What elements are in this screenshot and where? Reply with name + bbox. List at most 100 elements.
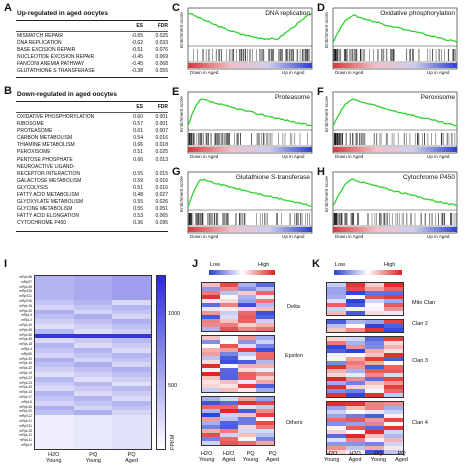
heatmap-cell [35, 371, 74, 377]
pathway-name: CYTOCHROME P450 [17, 220, 67, 227]
heatmap-cell [256, 380, 274, 384]
heatmap-row [327, 414, 403, 418]
heatmap-row [202, 397, 274, 401]
heatmap-cell [73, 295, 113, 300]
panel-a-table: ES FDR [17, 23, 168, 30]
fdr-value: 0.016 [155, 135, 168, 142]
rank-gradient [188, 63, 312, 68]
heatmap-row [35, 280, 152, 286]
fdr-value: 0.065 [155, 213, 168, 220]
heatmap-cell [73, 290, 113, 296]
gene-label: mRpL16 [19, 361, 32, 366]
heatmap-cell [346, 291, 365, 295]
rank-gradient [333, 63, 457, 68]
heatmap-cell [35, 343, 74, 348]
heatmap-cell [35, 309, 74, 315]
heatmap-cell [73, 395, 113, 401]
gene-label: mRpL15 [19, 303, 32, 308]
heatmap-cell [112, 434, 152, 440]
heatmap-row [35, 295, 152, 300]
heatmap-cell [220, 336, 238, 340]
heatmap-cell [327, 377, 346, 381]
heatmap-row [327, 341, 403, 345]
heatmap-cell [346, 287, 365, 291]
heatmap-cell [73, 400, 113, 406]
heatmap-block [326, 282, 404, 316]
heatmap-cell [73, 333, 113, 339]
heatmap-cell [256, 299, 274, 303]
heatmap-cell [238, 413, 256, 417]
heatmap-cell [384, 299, 403, 303]
low-label: Low [335, 262, 346, 268]
panel-label: E [172, 86, 180, 98]
heatmap-cell [346, 353, 365, 357]
heatmap-cell [220, 437, 238, 441]
heatmap-cell [384, 369, 403, 373]
heatmap-row [35, 338, 152, 344]
heatmap-row [35, 276, 152, 281]
heatmap-cell [220, 368, 238, 372]
y-axis-label: Enrichment score [324, 96, 329, 132]
heatmap-cell [238, 344, 256, 348]
heatmap-row [327, 328, 403, 332]
heatmap-cell [35, 362, 74, 368]
heatmap-cell [365, 410, 384, 414]
heatmap-cell [35, 381, 74, 387]
heatmap-cell [202, 417, 220, 421]
heatmap-cell [35, 367, 74, 372]
table-row: BASE EXCISION REPAIR -0.51 0.076 [17, 47, 168, 54]
heatmap-cell [327, 410, 346, 414]
heatmap-row [35, 362, 152, 368]
y-axis-label: Enrichment score [324, 176, 329, 212]
heatmap-cell [238, 360, 256, 364]
heatmap-cell [35, 352, 74, 358]
es-value: 0.57 [133, 121, 143, 128]
heatmap-block [201, 282, 275, 332]
heatmap-cell [220, 376, 238, 380]
heatmap-row [202, 417, 274, 421]
heatmap-cell [238, 319, 256, 323]
heatmap-cell [365, 389, 384, 393]
plot-frame [332, 171, 458, 234]
heatmap-cell [238, 287, 256, 291]
heatmap-cell [384, 287, 403, 291]
panel-label: H [317, 166, 325, 178]
heatmap-row [35, 290, 152, 296]
heatmap-cell [327, 337, 346, 341]
heatmap-row [35, 371, 152, 377]
panel-a-label: A [4, 2, 12, 14]
fdr-value: 0.016 [155, 177, 168, 184]
heatmap-row [327, 353, 403, 357]
heatmap-cell [112, 429, 152, 435]
heatmap-row [202, 299, 274, 303]
heatmap-cell [112, 376, 152, 382]
heatmap-cell [384, 373, 403, 377]
pathway-name: BASE EXCISION REPAIR [17, 47, 76, 54]
heatmap-cell [238, 348, 256, 352]
fdr-value: 0.007 [155, 128, 168, 135]
panel-j-xlabels: H2O Young H2O Aged PQ Young PQ Aged [199, 451, 279, 463]
heatmap-row [35, 410, 152, 416]
heatmap-cell [365, 426, 384, 430]
heatmap-cell [112, 395, 152, 401]
heatmap-row [202, 327, 274, 331]
panel-k-colorkey [334, 270, 402, 275]
heatmap-cell [220, 417, 238, 421]
heatmap-cell [202, 409, 220, 413]
heatmap-cell [202, 433, 220, 437]
table-row: PEROXISOME 0.51 0.025 [17, 149, 168, 156]
table-row: CYTOCHROME P450 0.36 0.095 [17, 220, 168, 227]
heatmap-cell [346, 402, 365, 406]
heatmap-cell [202, 441, 220, 445]
heatmap-row [202, 433, 274, 437]
heatmap-cell [112, 443, 152, 449]
heatmap-cell [365, 328, 384, 332]
heatmap-cell [202, 348, 220, 352]
heatmap-row [327, 450, 403, 454]
rank-gradient [188, 227, 312, 232]
gene-label: mRpS16 [19, 298, 32, 303]
up-label: Up in Aged [427, 234, 450, 239]
heatmap-cell [202, 372, 220, 376]
panel-k-heatmap [326, 282, 404, 455]
